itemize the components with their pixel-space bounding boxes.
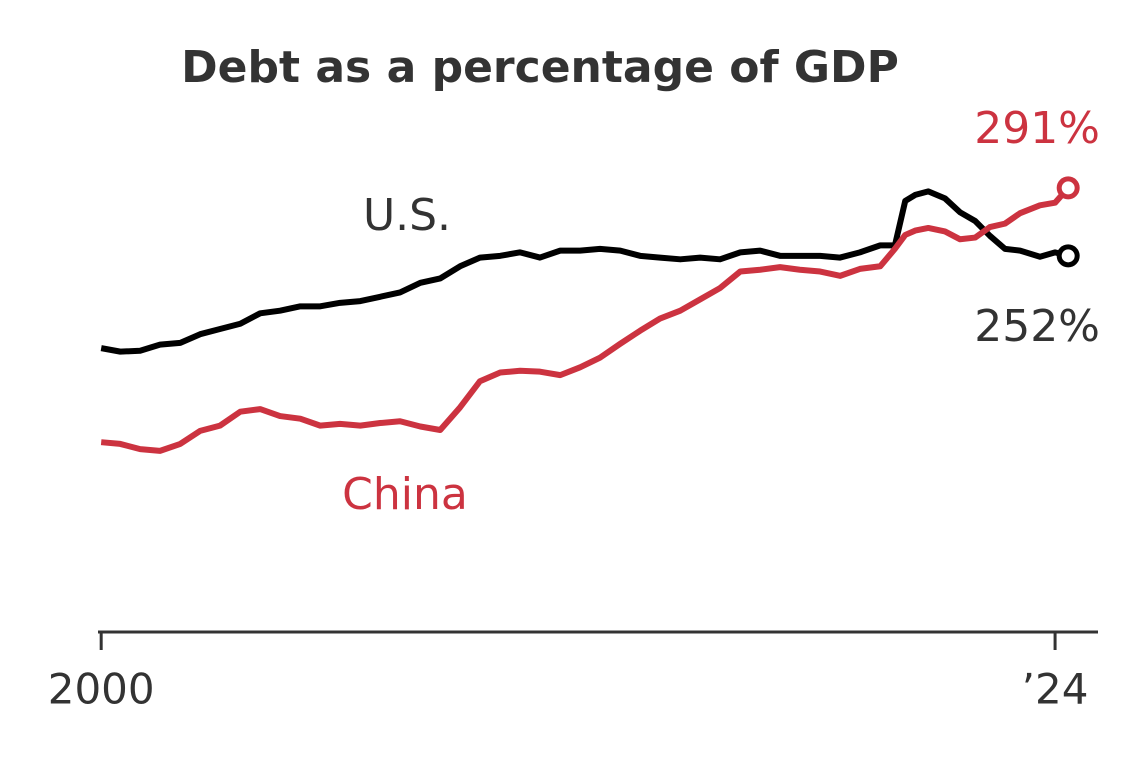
end-point <box>1056 244 1080 268</box>
x-tick-label: ’24 <box>1022 665 1089 714</box>
value-label: 252% <box>974 301 1100 352</box>
series-line <box>100 185 1071 454</box>
series-label: China <box>342 469 468 520</box>
series-label: U.S. <box>363 190 451 241</box>
end-point <box>1056 176 1080 200</box>
series-line <box>100 188 1069 355</box>
chart-title: Debt as a percentage of GDP <box>181 42 899 93</box>
value-label: 291% <box>974 103 1100 154</box>
x-tick-label: 2000 <box>48 665 155 714</box>
